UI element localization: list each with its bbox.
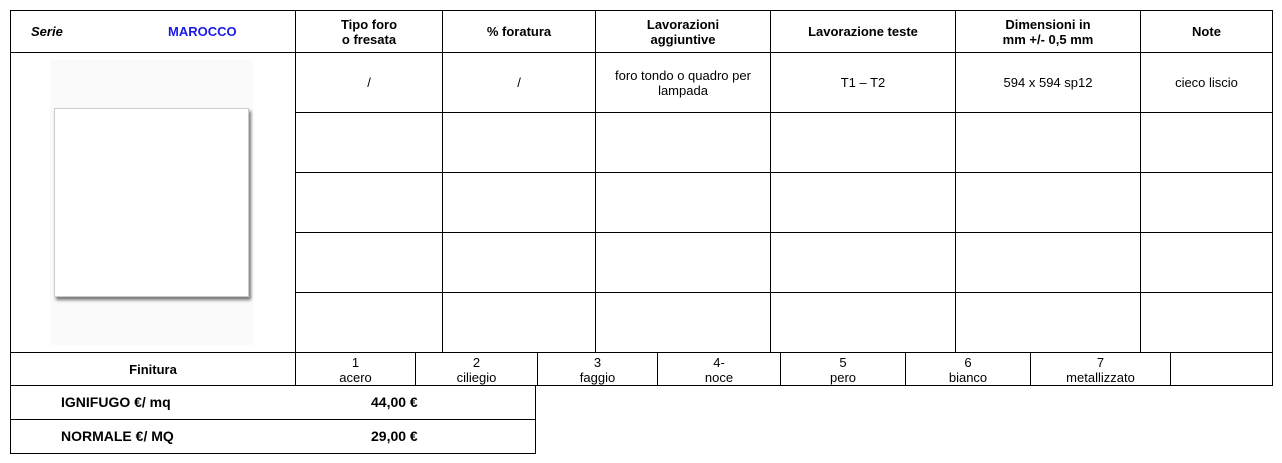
column-header: Lavorazione teste: [770, 10, 956, 53]
table-cell: [955, 172, 1141, 233]
column-header: Tipo foro o fresata: [295, 10, 443, 53]
finitura-option: 3 faggio: [537, 352, 658, 386]
table-cell: [295, 172, 443, 233]
finitura-option: 2 ciliegio: [415, 352, 538, 386]
table-cell: [770, 292, 956, 353]
table-cell: [770, 112, 956, 173]
option-number: 7: [1096, 355, 1105, 370]
price-value: 29,00 €: [371, 428, 418, 444]
option-name: faggio: [579, 370, 616, 385]
option-number: 5: [839, 355, 847, 370]
table-cell: cieco liscio: [1140, 52, 1273, 113]
column-header: Note: [1140, 10, 1273, 53]
option-name: ciliegio: [456, 370, 497, 385]
table-cell: [442, 172, 596, 233]
finitura-option: 1 acero: [295, 352, 416, 386]
table-cell: [1140, 292, 1273, 353]
table-cell: [295, 292, 443, 353]
option-name: noce: [704, 370, 734, 385]
series-name: MAROCCO: [168, 24, 237, 39]
table-cell: [1140, 232, 1273, 293]
price-label: NORMALE €/ MQ: [61, 428, 174, 444]
option-number: 1: [351, 355, 360, 370]
table-cell: T1 – T2: [770, 52, 956, 113]
product-image: [50, 60, 253, 345]
finitura-option: 5 pero: [780, 352, 906, 386]
option-number: 3: [593, 355, 602, 370]
option-number: 4-: [713, 355, 725, 370]
price-label: IGNIFUGO €/ mq: [61, 394, 171, 410]
finitura-option: 7 metallizzato: [1030, 352, 1171, 386]
table-cell: foro tondo o quadro per lampada: [595, 52, 771, 113]
table-cell: [442, 292, 596, 353]
column-header: Lavorazioni aggiuntive: [595, 10, 771, 53]
series-cell: Serie MAROCCO: [10, 10, 296, 53]
column-header: % foratura: [442, 10, 596, 53]
table-cell: [595, 172, 771, 233]
table-cell: /: [295, 52, 443, 113]
series-label: Serie: [31, 24, 63, 39]
table-cell: [595, 292, 771, 353]
price-row: NORMALE €/ MQ 29,00 €: [10, 419, 536, 454]
table-cell: [295, 232, 443, 293]
table-cell: [295, 112, 443, 173]
table-cell: [955, 292, 1141, 353]
column-header: Dimensioni in mm +/- 0,5 mm: [955, 10, 1141, 53]
table-cell: [442, 112, 596, 173]
table-cell: [595, 232, 771, 293]
option-name: acero: [339, 370, 372, 385]
table-cell: [1140, 112, 1273, 173]
table-cell: [955, 112, 1141, 173]
table-cell: 594 x 594 sp12: [955, 52, 1141, 113]
option-name: metallizzato: [1066, 370, 1135, 385]
finitura-label: Finitura: [10, 352, 296, 386]
option-number: 6: [964, 355, 972, 370]
table-cell: [770, 172, 956, 233]
table-cell: [442, 232, 596, 293]
finitura-option: 6 bianco: [905, 352, 1031, 386]
table-cell: [1140, 172, 1273, 233]
table-cell: /: [442, 52, 596, 113]
finitura-option: 4- noce: [657, 352, 781, 386]
option-name: pero: [829, 370, 857, 385]
table-cell: [770, 232, 956, 293]
price-value: 44,00 €: [371, 394, 418, 410]
table-cell: [595, 112, 771, 173]
tile: [54, 108, 249, 297]
option-name: bianco: [948, 370, 988, 385]
table-cell: [955, 232, 1141, 293]
price-row: IGNIFUGO €/ mq 44,00 €: [10, 385, 536, 420]
empty-cell: [1170, 352, 1273, 386]
option-number: 2: [472, 355, 481, 370]
